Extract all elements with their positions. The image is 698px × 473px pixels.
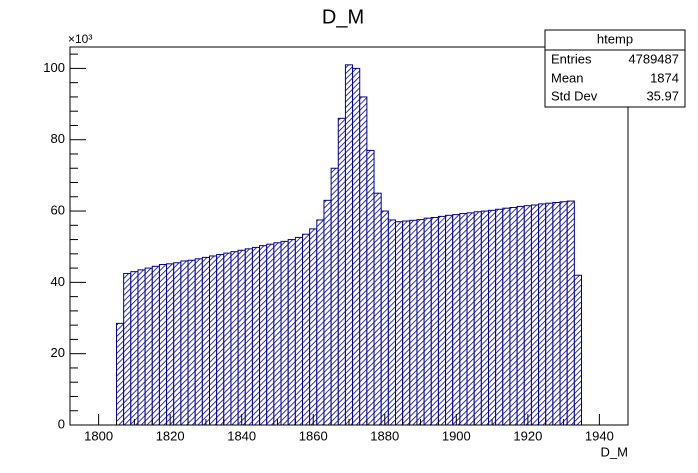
bar — [473, 211, 482, 426]
x-tick-label: 1800 — [84, 428, 113, 443]
y-tick-label: 60 — [51, 202, 65, 217]
bar — [552, 201, 561, 426]
y-tick-label: 80 — [51, 131, 65, 146]
y-tick-label: 100 — [43, 60, 65, 75]
chart-title: D_M — [322, 6, 364, 28]
bar — [402, 220, 411, 426]
bar — [273, 242, 282, 426]
bar — [530, 204, 540, 426]
stats-value: 35.97 — [646, 88, 679, 103]
bar — [309, 228, 318, 426]
y-multiplier: ×10³ — [68, 32, 92, 46]
bar — [151, 265, 160, 426]
x-tick-label: 1940 — [585, 428, 614, 443]
y-tick-label: 20 — [51, 345, 65, 360]
stats-value: 1874 — [650, 70, 679, 85]
bar — [573, 274, 582, 426]
bar — [316, 219, 325, 426]
bar — [123, 272, 132, 426]
x-tick-label: 1920 — [513, 428, 542, 443]
bar — [495, 208, 504, 426]
bar — [294, 236, 304, 426]
bar — [216, 254, 225, 426]
bar — [445, 214, 454, 426]
x-tick-label: 1860 — [299, 428, 328, 443]
bar — [359, 96, 368, 426]
bar — [452, 214, 461, 426]
bar — [437, 215, 447, 426]
bar — [488, 209, 497, 426]
bar — [244, 248, 253, 426]
bar — [302, 233, 311, 426]
bar — [509, 206, 518, 426]
bar — [223, 252, 232, 426]
bar — [423, 217, 432, 426]
bar — [366, 149, 375, 426]
x-tick-label: 1840 — [227, 428, 256, 443]
bar — [230, 251, 239, 426]
bar — [180, 260, 189, 426]
bar — [237, 249, 246, 426]
y-tick-label: 0 — [58, 416, 65, 431]
y-tick-label: 40 — [51, 274, 65, 289]
bar — [395, 221, 404, 426]
bar — [187, 259, 196, 426]
bar — [373, 192, 382, 426]
bar — [459, 213, 468, 426]
bar — [523, 205, 532, 426]
x-tick-label: 1900 — [442, 428, 471, 443]
x-tick-label: 1880 — [370, 428, 399, 443]
bar — [352, 67, 361, 426]
x-tick-label: 1820 — [156, 428, 185, 443]
bar — [280, 240, 289, 426]
bar — [538, 203, 547, 426]
bar — [251, 246, 261, 426]
bar — [559, 201, 568, 426]
bar — [201, 256, 211, 426]
stats-box: htemp Entries 4789487 Mean 1874 Std Dev … — [544, 29, 686, 108]
bar — [287, 239, 296, 426]
stats-frame — [544, 29, 686, 108]
bar — [209, 255, 218, 426]
bar — [116, 322, 125, 426]
x-axis-label: D_M — [601, 444, 628, 459]
bar — [330, 167, 339, 426]
bar — [158, 264, 168, 426]
bar — [130, 271, 139, 426]
bar — [566, 200, 575, 426]
bar — [380, 210, 389, 426]
bar — [337, 117, 346, 426]
bar — [323, 199, 332, 426]
bar — [466, 212, 475, 426]
bar — [166, 263, 175, 426]
bar — [502, 207, 511, 426]
stats-label: Std Dev — [551, 88, 598, 103]
bar — [259, 245, 268, 426]
bar — [344, 64, 354, 426]
bar — [266, 243, 275, 426]
stats-label: Mean — [551, 70, 584, 85]
bar — [516, 205, 525, 426]
bar — [480, 210, 490, 426]
stats-label: Entries — [551, 51, 592, 66]
bar — [430, 216, 439, 426]
bar — [416, 219, 425, 426]
bar — [194, 258, 203, 426]
bar — [144, 267, 153, 426]
bar — [409, 219, 418, 426]
stats-title: htemp — [597, 31, 633, 46]
stats-value: 4789487 — [628, 51, 679, 66]
bar — [173, 262, 182, 426]
bar — [387, 219, 397, 426]
bar — [545, 202, 554, 426]
bar — [137, 269, 146, 426]
